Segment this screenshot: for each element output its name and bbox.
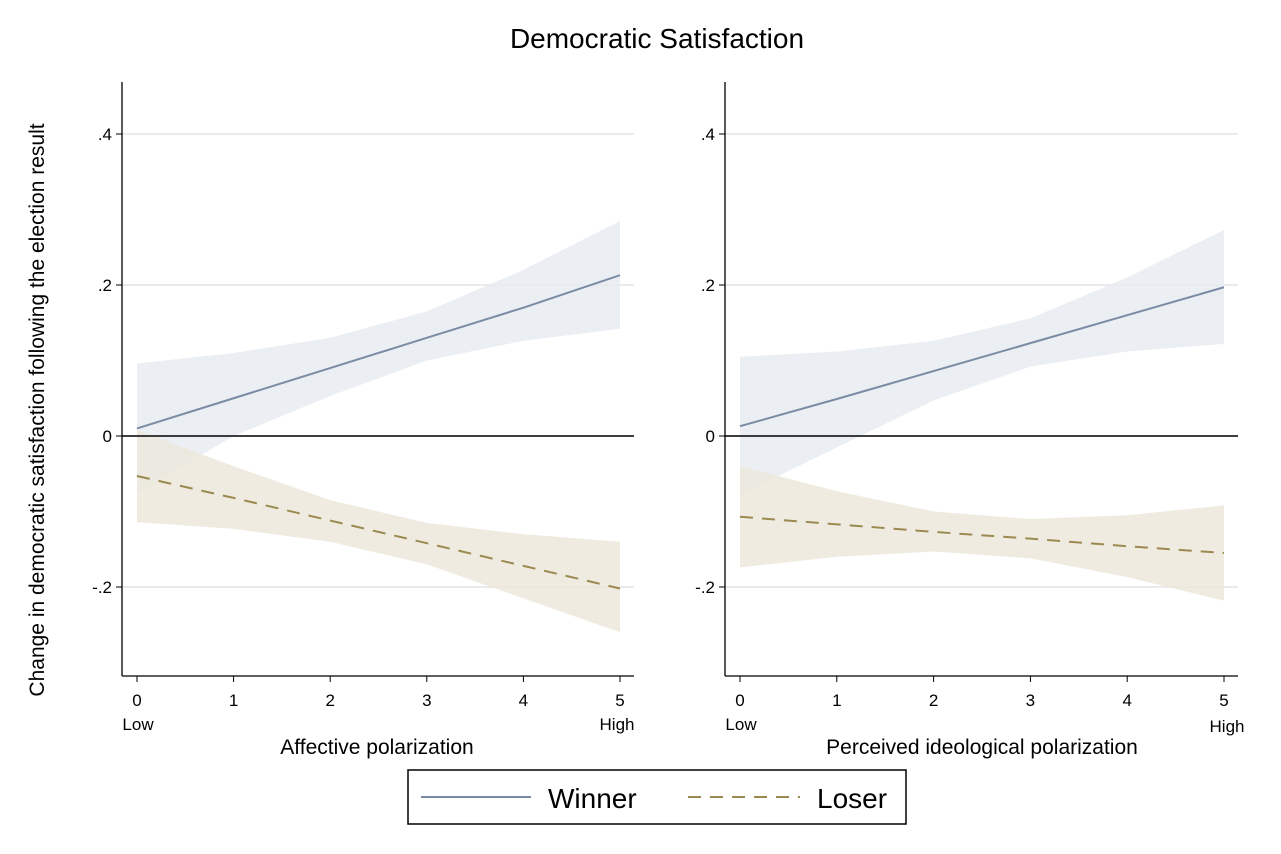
y-tick-label: .4	[98, 125, 112, 144]
x-low-label: Low	[725, 715, 757, 734]
x-tick-label: 1	[229, 691, 238, 710]
winner-confidence-band	[137, 220, 620, 493]
y-tick-label: .4	[701, 125, 715, 144]
x-tick-label: 4	[1122, 691, 1131, 710]
panel-affective-polarization: .4 .2 0 -.2 0 1 2 3 4 5 Low High Affective polarizat…	[92, 82, 634, 759]
y-tick-label: .2	[701, 276, 715, 295]
chart-title: Democratic Satisfaction	[510, 23, 804, 54]
x-tick-label: 3	[1026, 691, 1035, 710]
legend: Winner Loser	[407, 769, 907, 825]
panel-ideological-polarization: .4 .2 0 -.2 0 1 2 3 4 5 Low High Perceived ideologic…	[695, 82, 1244, 759]
y-tick-label: 0	[103, 427, 112, 446]
x-tick-label: 3	[422, 691, 431, 710]
x-tick-label: 5	[615, 691, 624, 710]
x-tick-label: 1	[832, 691, 841, 710]
x-tick-label: 0	[132, 691, 141, 710]
x-tick-label: 4	[519, 691, 528, 710]
legend-loser-label: Loser	[817, 783, 887, 814]
y-tick-label: -.2	[92, 578, 112, 597]
winner-confidence-band	[740, 229, 1224, 495]
y-tick-label: 0	[706, 427, 715, 446]
loser-series-line	[136, 475, 621, 590]
y-axis-label: Change in democratic satisfaction follow…	[26, 123, 49, 696]
x-low-label: Low	[122, 715, 154, 734]
x-axis-label: Perceived ideological polarization	[826, 736, 1138, 759]
winner-series-line	[136, 274, 621, 430]
x-high-label: High	[1210, 717, 1245, 736]
x-tick-label: 2	[929, 691, 938, 710]
x-high-label: High	[600, 715, 635, 734]
loser-series-line	[739, 515, 1225, 555]
x-tick-label: 5	[1219, 691, 1228, 710]
y-tick-label: -.2	[695, 578, 715, 597]
legend-winner-label: Winner	[548, 783, 637, 814]
x-tick-label: 0	[735, 691, 744, 710]
x-axis-label: Affective polarization	[280, 736, 473, 759]
y-tick-label: .2	[98, 276, 112, 295]
loser-confidence-band	[740, 466, 1224, 601]
winner-series-line	[739, 286, 1225, 428]
x-tick-label: 2	[325, 691, 334, 710]
